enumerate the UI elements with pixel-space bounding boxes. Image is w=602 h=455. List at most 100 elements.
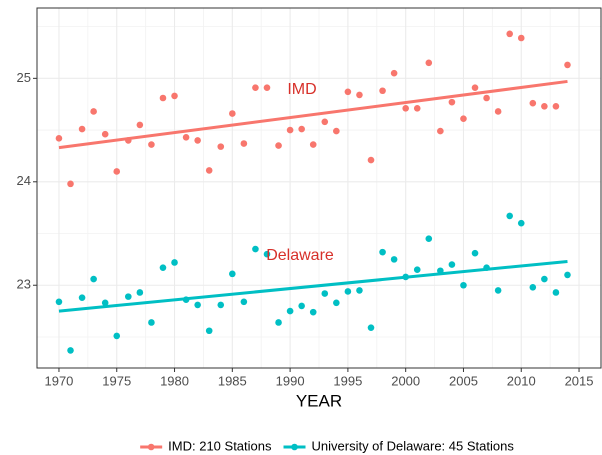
point bbox=[356, 91, 363, 99]
point bbox=[425, 235, 433, 242]
point bbox=[356, 287, 363, 294]
legend: IMD: 210 Stations University of Delaware:… bbox=[140, 438, 514, 453]
x-tick-label: 1980 bbox=[160, 373, 189, 388]
point bbox=[229, 110, 236, 117]
point bbox=[275, 142, 282, 149]
point bbox=[286, 307, 294, 315]
point bbox=[379, 87, 386, 95]
point bbox=[171, 92, 178, 100]
point bbox=[344, 88, 352, 96]
point bbox=[263, 84, 271, 91]
point bbox=[78, 294, 86, 301]
point bbox=[67, 347, 74, 354]
point bbox=[113, 168, 121, 175]
point bbox=[275, 319, 282, 326]
point bbox=[309, 141, 317, 148]
point bbox=[101, 130, 109, 138]
point bbox=[55, 298, 63, 306]
point bbox=[298, 125, 305, 133]
point bbox=[552, 289, 560, 296]
x-tick-label: 1970 bbox=[44, 373, 73, 388]
y-tick-label: 23 bbox=[17, 277, 31, 292]
x-tick-label: 1990 bbox=[276, 373, 305, 388]
y-tick-label: 24 bbox=[17, 173, 31, 188]
point bbox=[367, 324, 375, 331]
point bbox=[159, 264, 167, 271]
point bbox=[541, 102, 548, 110]
point bbox=[136, 289, 144, 296]
point bbox=[494, 287, 502, 294]
x-tick-label: 1975 bbox=[102, 373, 131, 388]
legend-label: IMD: 210 Stations bbox=[168, 438, 272, 453]
point bbox=[298, 302, 305, 310]
point bbox=[171, 259, 178, 266]
point bbox=[148, 141, 155, 148]
point bbox=[148, 319, 155, 326]
point bbox=[240, 140, 248, 147]
point bbox=[517, 219, 525, 227]
point bbox=[113, 332, 121, 340]
x-tick-label: 1985 bbox=[218, 373, 247, 388]
point bbox=[252, 245, 259, 253]
annotation: Delaware bbox=[266, 247, 334, 264]
panel-border bbox=[36, 7, 602, 369]
point bbox=[529, 99, 537, 107]
point bbox=[90, 275, 97, 283]
x-axis-title: YEAR bbox=[296, 391, 342, 410]
point bbox=[78, 125, 86, 133]
point bbox=[529, 284, 537, 291]
point bbox=[286, 126, 294, 134]
point bbox=[309, 308, 317, 316]
x-tick-label: 2015 bbox=[565, 373, 594, 388]
point bbox=[494, 108, 502, 115]
x-tick-label: 2005 bbox=[449, 373, 478, 388]
point bbox=[217, 143, 225, 150]
point bbox=[413, 105, 421, 112]
point bbox=[564, 61, 571, 69]
point bbox=[194, 137, 201, 144]
point bbox=[229, 270, 236, 278]
series bbox=[55, 212, 571, 354]
x-tick-label: 1995 bbox=[333, 373, 362, 388]
point bbox=[367, 156, 375, 164]
point bbox=[413, 266, 421, 274]
point bbox=[321, 290, 329, 297]
point bbox=[448, 98, 456, 106]
point bbox=[240, 298, 248, 306]
point bbox=[390, 256, 398, 263]
point bbox=[541, 275, 548, 283]
point bbox=[460, 115, 467, 122]
point bbox=[67, 180, 74, 188]
point bbox=[471, 249, 479, 257]
legend-label: University of Delaware: 45 Stations bbox=[312, 438, 515, 453]
point bbox=[425, 59, 433, 67]
point bbox=[564, 271, 571, 279]
point bbox=[136, 121, 144, 129]
point bbox=[460, 281, 467, 289]
point bbox=[321, 118, 329, 126]
trend-line bbox=[58, 259, 568, 313]
point bbox=[437, 127, 444, 135]
legend-key-point bbox=[147, 443, 155, 451]
point bbox=[159, 94, 167, 102]
point bbox=[448, 261, 456, 268]
point bbox=[483, 94, 490, 102]
point bbox=[333, 127, 340, 135]
point bbox=[252, 84, 259, 91]
point bbox=[101, 299, 109, 307]
point bbox=[333, 299, 340, 307]
point bbox=[390, 69, 398, 77]
point bbox=[344, 288, 352, 295]
legend-key-point bbox=[291, 443, 298, 451]
point bbox=[182, 134, 190, 141]
point bbox=[402, 105, 409, 112]
annotation: IMD bbox=[287, 81, 316, 98]
point bbox=[471, 84, 479, 91]
y-tick-label: 25 bbox=[17, 70, 31, 85]
point bbox=[194, 301, 201, 309]
point bbox=[55, 135, 63, 142]
series bbox=[55, 30, 571, 188]
point bbox=[90, 108, 97, 115]
